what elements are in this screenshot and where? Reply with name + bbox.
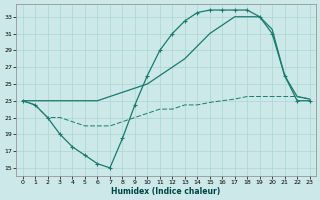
X-axis label: Humidex (Indice chaleur): Humidex (Indice chaleur) (111, 187, 221, 196)
